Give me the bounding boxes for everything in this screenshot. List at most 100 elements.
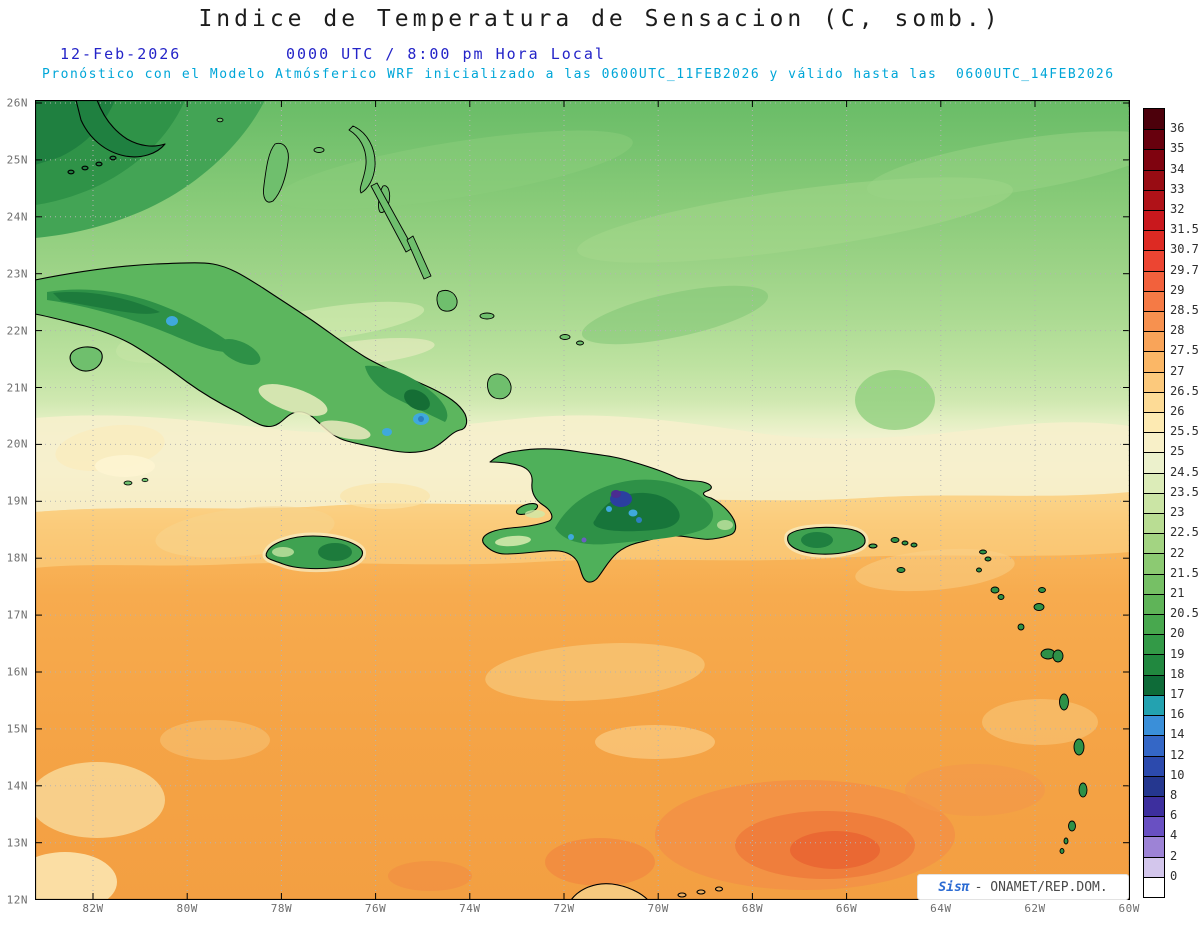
colorbar-block	[1144, 694, 1164, 716]
lon-tick-label: 70W	[647, 902, 669, 915]
colorbar-label: 23.5	[1170, 484, 1199, 499]
colorbar-block	[1144, 230, 1164, 251]
colorbar-block	[1144, 149, 1164, 170]
colorbar-label: 30.7	[1170, 242, 1199, 257]
colorbar-label: 16	[1170, 707, 1185, 722]
valid-date: 12-Feb-2026	[60, 45, 182, 63]
valid-time: 0000 UTC / 8:00 pm Hora Local	[286, 45, 606, 63]
colorbar-block	[1144, 513, 1164, 534]
colorbar-block	[1144, 189, 1164, 211]
colorbar-label: 26.5	[1170, 383, 1199, 398]
lat-tick-label: 19N	[6, 494, 28, 508]
colorbar-block	[1144, 654, 1164, 675]
florida-coast	[67, 99, 166, 175]
lon-tick-label: 82W	[82, 902, 104, 915]
lat-tick-label: 26N	[6, 96, 28, 110]
colorbar-label: 4	[1170, 828, 1178, 843]
map-canvas	[13, 99, 1164, 912]
cuba	[34, 262, 468, 454]
colorbar-label: 31.5	[1170, 222, 1199, 237]
forecast-description: Pronóstico con el Modelo Atmósferico WRF…	[42, 67, 1115, 82]
watermark-org: - ONAMET/REP.DOM.	[974, 879, 1108, 895]
colorbar-label: 18	[1170, 666, 1185, 681]
hispaniola	[482, 448, 737, 583]
colorbar-label: 17	[1170, 686, 1185, 701]
colorbar-label: 8	[1170, 787, 1178, 802]
lon-tick-label: 78W	[270, 902, 293, 915]
colorbar-label: 2	[1170, 848, 1178, 863]
lon-tick-label: 74W	[459, 902, 481, 915]
colorbar-label: 27	[1170, 363, 1185, 378]
colorbar-label: 20	[1170, 626, 1185, 641]
bahamas	[216, 117, 584, 400]
colorbar-block	[1144, 816, 1164, 837]
colorbar-block	[1144, 856, 1164, 877]
lat-axis: 26N 25N 24N 23N 22N 21N 20N 19N 18N 17N 16N 15N 14N 1…	[0, 0, 31, 927]
lat-tick-label: 21N	[6, 381, 28, 394]
colorbar-block	[1144, 472, 1164, 493]
watermark-brand: Sisπ	[938, 879, 970, 895]
colorbar-block	[1144, 371, 1164, 392]
watermark: Sisπ - ONAMET/REP.DOM.	[917, 874, 1129, 900]
colorbar-label: 29.7	[1170, 262, 1199, 277]
colorbar-block	[1144, 452, 1164, 473]
lat-tick-label: 14N	[6, 779, 28, 793]
lon-tick-label: 76W	[364, 902, 387, 915]
islands	[34, 99, 1088, 901]
colorbar-block	[1144, 533, 1164, 554]
jamaica	[265, 535, 364, 570]
colorbar-block	[1144, 210, 1164, 231]
colorbar-label: 36	[1170, 121, 1185, 136]
lat-tick-label: 13N	[6, 836, 28, 850]
lesser-antilles	[890, 537, 1088, 895]
colorbar-block	[1144, 593, 1164, 615]
colorbar-block	[1144, 735, 1164, 756]
map-svg	[13, 99, 1164, 912]
lat-tick-label: 23N	[6, 267, 28, 281]
colorbar-block	[1144, 492, 1164, 514]
colorbar-block	[1144, 553, 1164, 574]
colorbar-labels: 36 35 34 33 32 31.5 30.7 29.7 29 28.5 28 27.5 27 26.5…	[1170, 108, 1200, 898]
lat-tick-label: 12N	[6, 893, 28, 907]
colorbar-label: 10	[1170, 767, 1185, 782]
colorbar-label: 20.5	[1170, 606, 1199, 621]
colorbar-block	[1144, 432, 1164, 453]
colorbar-label: 28	[1170, 323, 1185, 338]
colorbar-block	[1144, 109, 1164, 130]
cayman-islands	[123, 477, 149, 486]
lat-tick-label: 20N	[6, 437, 28, 451]
lon-tick-label: 80W	[176, 902, 198, 915]
colorbar-label: 0	[1170, 868, 1178, 883]
colorbar-block	[1144, 250, 1164, 271]
lon-tick-label: 64W	[930, 902, 952, 915]
south-america-coast	[570, 883, 724, 901]
colorbar-block	[1144, 836, 1164, 857]
lon-tick-label: 62W	[1024, 902, 1046, 915]
colorbar-label: 27.5	[1170, 343, 1199, 358]
colorbar-block	[1144, 755, 1164, 776]
colorbar-label: 14	[1170, 727, 1185, 742]
lat-tick-label: 16N	[6, 665, 28, 679]
colorbar-label: 25	[1170, 444, 1185, 459]
colorbar-block	[1144, 634, 1164, 655]
lon-tick-label: 72W	[553, 902, 575, 915]
colorbar-block	[1144, 715, 1164, 736]
colorbar-block	[1144, 331, 1164, 352]
colorbar-label: 21	[1170, 585, 1185, 600]
colorbar-label: 28.5	[1170, 303, 1199, 318]
lat-tick-label: 24N	[6, 210, 28, 224]
colorbar-block	[1144, 775, 1164, 796]
colorbar-block	[1144, 573, 1164, 594]
colorbar	[1143, 108, 1165, 898]
colorbar-block	[1144, 311, 1164, 332]
lat-tick-label: 22N	[6, 324, 28, 338]
colorbar-label: 19	[1170, 646, 1185, 661]
lon-tick-label: 68W	[741, 902, 764, 915]
lon-axis: 82W 80W 78W 76W 74W 72W 70W 68W 66W 64W 62W 60W	[35, 902, 1139, 920]
colorbar-block	[1144, 290, 1164, 312]
colorbar-label: 33	[1170, 181, 1185, 196]
colorbar-label: 24.5	[1170, 464, 1199, 479]
colorbar-block	[1144, 412, 1164, 433]
puerto-rico	[787, 526, 878, 555]
